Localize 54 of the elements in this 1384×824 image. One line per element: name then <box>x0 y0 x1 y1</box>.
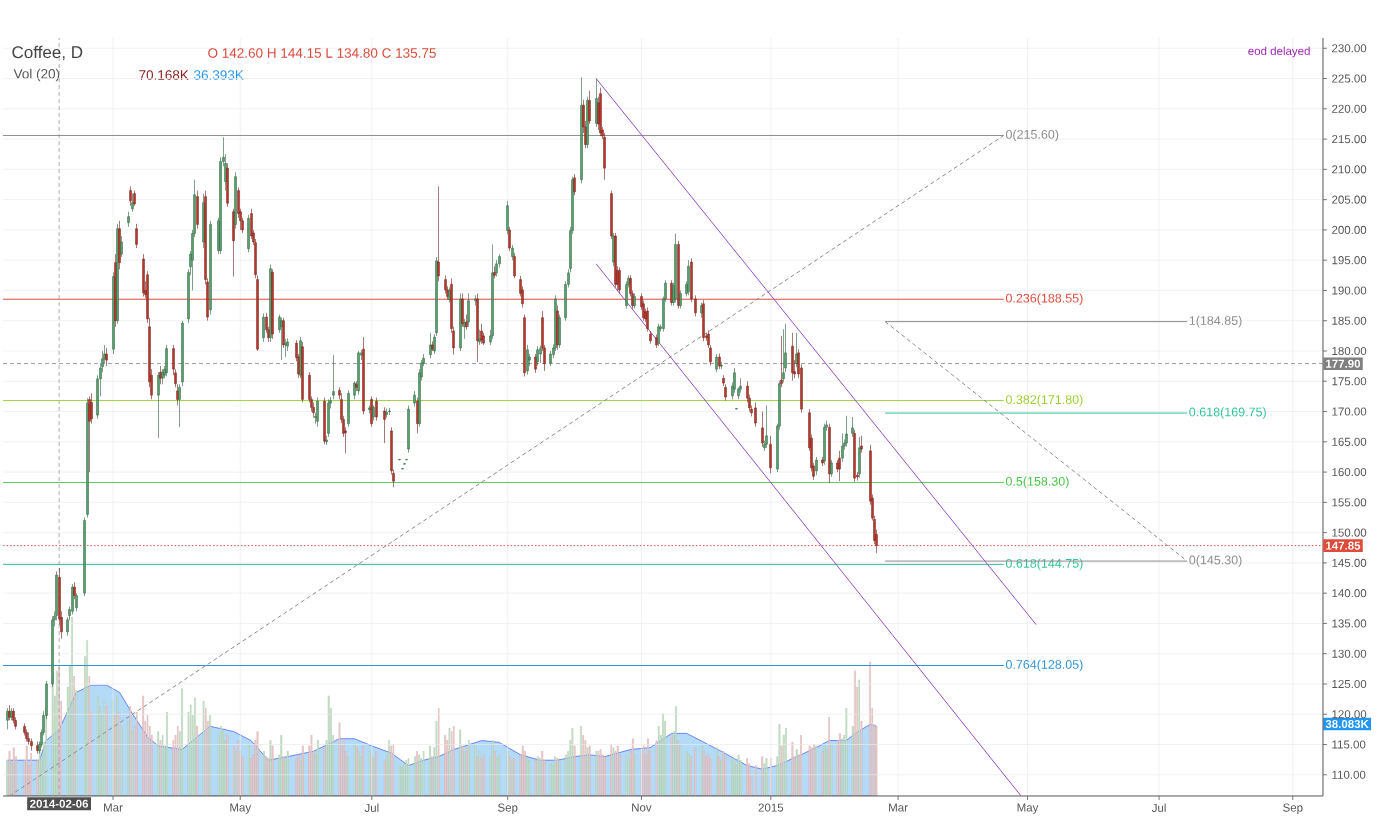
y-tick-label: 230.00 <box>1332 44 1367 53</box>
series-label: 0.5(158.30) <box>1005 476 1069 489</box>
y-tick-label: 145.00 <box>1332 558 1367 567</box>
y-tick-label: 205.00 <box>1332 195 1367 204</box>
text: 38.083K <box>1325 719 1369 729</box>
y-tick-label: 220.00 <box>1332 104 1367 113</box>
y-tick-label: 110.00 <box>1332 770 1366 779</box>
series-label: 0.618(169.75) <box>1189 407 1266 419</box>
x-tick-label: Sep <box>1283 803 1303 814</box>
y-tick-label: 165.00 <box>1332 437 1367 446</box>
x-tick-label: Mar <box>889 803 908 812</box>
series-label: 0(145.30) <box>1189 555 1242 567</box>
y-tick-label: 150.00 <box>1332 528 1367 537</box>
x-tick-label: Nov <box>632 803 652 812</box>
x-tick-label: May <box>1017 803 1039 814</box>
chart-title: Coffee, D <box>12 45 83 61</box>
x-tick-label: Jul <box>364 803 379 812</box>
y-tick-label: 175.00 <box>1332 377 1367 386</box>
ref-line-label: 177.90 <box>1326 359 1361 368</box>
annotation: 70.168K <box>139 70 189 80</box>
y-tick-label: 120.00 <box>1332 710 1367 719</box>
y-tick-label: 170.00 <box>1332 407 1367 416</box>
y-tick-label: 215.00 <box>1332 135 1367 144</box>
series-label: 0.382(171.80) <box>1005 394 1083 407</box>
y-tick-label: 125.00 <box>1332 679 1367 689</box>
series-label: 1(184.85) <box>1189 315 1242 328</box>
series-label: 0(215.60) <box>1005 129 1059 142</box>
y-tick-label: 225.00 <box>1332 74 1367 83</box>
y-tick-label: 180.00 <box>1332 346 1367 356</box>
series-label: 0.618(144.75) <box>1005 558 1083 571</box>
x-tick-label: May <box>230 803 252 814</box>
annotation: eod delayed <box>1248 46 1310 58</box>
y-tick-label: 195.00 <box>1332 256 1367 265</box>
series-label: 0.236(188.55) <box>1005 293 1083 306</box>
y-tick-label: 115.00 <box>1332 740 1366 749</box>
x-tick-label: Sep <box>497 803 518 814</box>
y-tick-label: 135.00 <box>1332 619 1367 628</box>
y-tick-label: 160.00 <box>1332 468 1367 477</box>
x-tick-label: Mar <box>104 803 123 812</box>
y-tick-label: 190.00 <box>1332 286 1367 295</box>
x-tick-label: Jul <box>1151 803 1166 812</box>
y-tick-label: 155.00 <box>1332 498 1367 507</box>
annotation: O 142.60 H 144.15 L 134.80 C 135.75 <box>208 48 436 58</box>
x-tick-label: 2015 <box>758 803 784 812</box>
ref-line-label: 2014-02-06 <box>30 799 89 808</box>
ref-line-label: 147.85 <box>1326 541 1361 550</box>
series-label: 0.764(128.05) <box>1005 659 1083 672</box>
y-tick-label: 185.00 <box>1332 316 1367 325</box>
annotation: Vol (20) <box>13 68 60 82</box>
y-tick-label: 140.00 <box>1332 589 1367 598</box>
y-tick-label: 200.00 <box>1332 225 1367 234</box>
y-tick-label: 210.00 <box>1332 165 1367 174</box>
y-tick-label: 130.00 <box>1332 649 1367 658</box>
annotation: 36.393K <box>194 70 244 80</box>
